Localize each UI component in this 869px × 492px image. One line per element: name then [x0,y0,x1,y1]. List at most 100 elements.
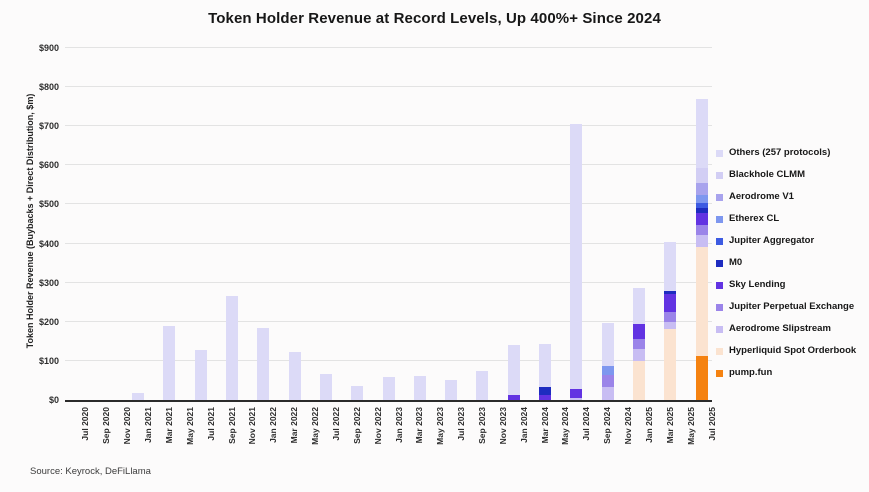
legend-label: Blackhole CLMM [729,169,806,180]
bar-segment-jupiterPerp [664,312,677,323]
bar-segment-sky [570,388,583,398]
bar-jul-2023 [445,380,458,400]
x-tick-label: May 2022 [310,407,321,445]
gridline [65,242,712,244]
bar-segment-pumpfun [695,356,708,400]
legend-swatch-icon [716,303,723,311]
y-axis-label: Token Holder Revenue (Buybacks + Direct … [25,93,35,349]
source-text: Source: Keyrock, DeFiLlama [30,466,151,477]
bar-segment-others [288,351,301,400]
x-tick-label: Mar 2024 [539,407,550,444]
y-tick-label: $900 [38,43,59,53]
y-tick-label: $400 [38,238,59,249]
x-tick-label: Jan 2022 [268,407,279,443]
x-tick-label: Nov 2024 [623,407,634,445]
legend-item-blackhole: Blackhole CLMM [716,169,856,181]
x-tick-label: Jan 2023 [393,407,404,443]
legend-swatch-icon [716,325,723,333]
x-tick-label: May 2023 [435,407,446,445]
legend-swatch-icon [716,237,723,245]
x-tick-label: Sep 2020 [101,407,112,444]
bar-apr-2025 [664,241,677,400]
bar-segment-m0 [539,386,552,395]
x-tick-label: Nov 2020 [122,407,133,445]
legend-swatch-icon [716,149,723,157]
bar-segment-others [194,349,207,400]
bar-segment-jupiterPerp [601,375,614,388]
x-tick-label: Jan 2025 [643,407,654,443]
legend-label: Jupiter Perpetual Exchange [729,301,855,312]
bar-segment-others [163,325,176,400]
bar-segment-hyperliquid [632,360,645,400]
x-tick-label: Mar 2021 [163,407,174,444]
legend-label: Etherex CL [729,213,780,224]
y-tick-label: $500 [38,199,59,210]
bar-segment-blackhole [695,167,708,184]
bar-segment-others [570,124,583,389]
x-tick-label: Sep 2022 [351,407,362,444]
gridline [65,86,712,88]
x-tick-label: Sep 2021 [226,407,237,444]
legend-label: Hyperliquid Spot Orderbook [729,345,857,356]
bar-jul-2025 [695,98,708,400]
legend-item-hyperliquid: Hyperliquid Spot Orderbook [716,345,856,357]
y-tick-label: $200 [38,316,59,327]
legend-swatch-icon [716,259,723,267]
bar-segment-slipstream [632,348,645,361]
bar-jan-2021 [132,392,145,400]
y-tick-label: $0 [48,395,59,405]
bar-apr-2024 [539,344,552,400]
bar-segment-sky [507,395,520,400]
legend-item-jupiterAgg: Jupiter Aggregator [716,235,856,247]
x-tick-label: Jan 2024 [518,407,529,443]
bar-segment-others [632,287,645,324]
bar-segment-slipstream [601,387,614,400]
bar-apr-2022 [288,351,301,400]
legend-label: Jupiter Aggregator [729,235,815,246]
bar-segment-others [695,98,708,168]
bar-jan-2025 [632,287,645,400]
bar-segment-others [476,370,489,400]
bar-jan-2023 [382,376,395,400]
bar-segment-others [507,345,520,396]
bar-apr-2021 [163,325,176,400]
legend-item-aerodromeV1: Aerodrome V1 [716,191,856,203]
x-tick-label: Mar 2025 [664,407,675,444]
x-tick-label: May 2025 [685,407,696,445]
bar-segment-others [257,327,270,400]
bar-jul-2022 [319,374,332,400]
bar-segment-jupiterPerp [632,339,645,349]
bar-segment-slipstream [570,397,583,400]
legend-label: pump.fun [729,367,773,378]
bar-segment-jupiterAgg [695,203,708,209]
x-tick-label: Jul 2024 [581,407,592,441]
x-tick-label: Jul 2025 [706,407,717,441]
legend-label: Aerodrome Slipstream [729,323,831,334]
x-tick-label: Mar 2023 [414,407,425,444]
legend-item-others: Others (257 protocols) [716,147,856,159]
x-tick-label: Jul 2023 [456,407,467,441]
x-tick-label: May 2021 [184,407,195,445]
legend-item-m0: M0 [716,257,856,269]
x-tick-label: Jul 2020 [80,407,91,441]
legend-label: Aerodrome V1 [729,191,794,202]
y-tick-label: $800 [38,82,59,93]
bar-segment-sky [539,394,552,400]
bar-segment-slipstream [695,234,708,248]
y-tick-label: $600 [38,160,59,171]
chart-title: Token Holder Revenue at Record Levels, U… [208,10,661,27]
bar-segment-others [132,392,145,400]
bar-jul-2021 [194,349,207,400]
x-tick-label: Jan 2021 [143,407,154,443]
legend-label: Others (257 protocols) [729,147,831,158]
y-tick-label: $100 [38,355,59,366]
legend-label: Sky Lending [729,279,786,290]
bar-apr-2023 [413,375,426,400]
bar-segment-m0 [695,208,708,214]
bar-segment-others [351,385,364,400]
bar-jul-2024 [570,124,583,400]
x-tick-label: Nov 2023 [497,407,508,445]
y-tick-label: $300 [38,277,59,288]
gridline [65,203,712,205]
x-tick-label: Jul 2022 [330,407,341,441]
